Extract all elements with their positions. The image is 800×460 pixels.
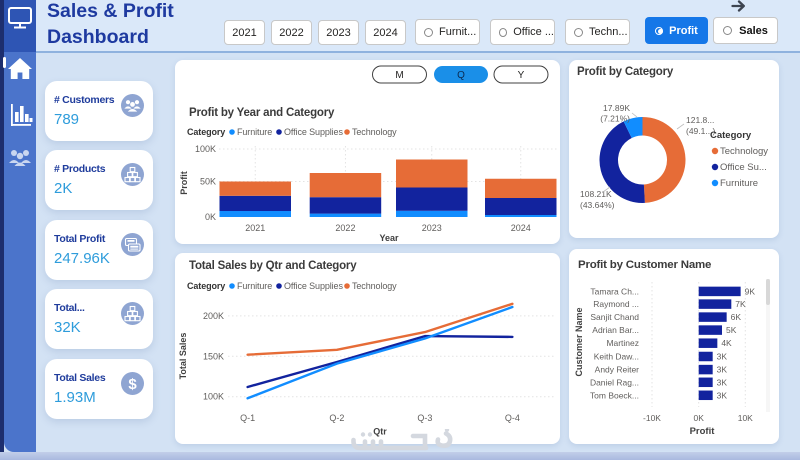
svg-text:Adrian Bar...: Adrian Bar... [592, 325, 639, 335]
svg-text:Technology: Technology [720, 146, 768, 157]
svg-text:Profit: Profit [179, 171, 189, 195]
svg-text:Sanjit Chand: Sanjit Chand [590, 312, 639, 322]
svg-text:Raymond ...: Raymond ... [593, 299, 639, 309]
svg-text:Office Supplies: Office Supplies [284, 127, 343, 137]
svg-text:Q-2: Q-2 [329, 413, 344, 423]
svg-text:Category: Category [710, 130, 752, 141]
svg-text:10K: 10K [738, 413, 753, 423]
svg-text:Tamara Ch...: Tamara Ch... [590, 287, 639, 297]
svg-text:Category: Category [187, 127, 225, 137]
svg-text:121.8...: 121.8... [686, 115, 714, 125]
svg-text:(43.64%): (43.64%) [580, 200, 615, 210]
svg-text:Andy Reiter: Andy Reiter [595, 365, 640, 375]
svg-text:Technology: Technology [352, 281, 397, 291]
svg-text:Furniture: Furniture [237, 281, 272, 291]
svg-text:M: M [395, 70, 403, 81]
svg-text:Profit by Customer Name: Profit by Customer Name [578, 259, 711, 271]
svg-text:Total Sales by Qtr and Categor: Total Sales by Qtr and Category [189, 260, 357, 272]
svg-text:-10K: -10K [643, 413, 661, 423]
svg-text:Profit: Profit [690, 426, 716, 437]
svg-text:0K: 0K [205, 212, 216, 222]
svg-text:Keith Daw...: Keith Daw... [594, 352, 639, 362]
svg-text:4K: 4K [721, 338, 732, 348]
svg-text:Category: Category [187, 281, 225, 291]
svg-text:2021: 2021 [245, 223, 265, 233]
svg-text:Q-3: Q-3 [417, 413, 432, 423]
svg-text:3K: 3K [717, 365, 728, 375]
svg-text:3K: 3K [717, 378, 728, 388]
svg-text:2022: 2022 [335, 223, 355, 233]
svg-text:17.89K: 17.89K [603, 103, 630, 113]
svg-text:7K: 7K [735, 299, 746, 309]
svg-text:3K: 3K [717, 391, 728, 401]
svg-text:50K: 50K [200, 177, 216, 187]
svg-text:108.21K: 108.21K [580, 189, 612, 199]
svg-text:Profit by Category: Profit by Category [577, 66, 674, 78]
svg-text:(49.1...): (49.1...) [686, 126, 715, 136]
svg-text:(7.21%): (7.21%) [600, 113, 630, 123]
svg-text:Furniture: Furniture [720, 178, 758, 189]
svg-text:Office Supplies: Office Supplies [284, 281, 343, 291]
svg-text:200K: 200K [203, 310, 224, 320]
svg-text:Q: Q [457, 70, 465, 81]
svg-text:Q-1: Q-1 [240, 413, 255, 423]
svg-text:0K: 0K [694, 413, 705, 423]
svg-text:100K: 100K [203, 391, 224, 401]
svg-text:9K: 9K [745, 287, 756, 297]
svg-text:Qtr: Qtr [373, 426, 387, 436]
svg-text:Office Su...: Office Su... [720, 162, 767, 173]
svg-text:Martinez: Martinez [606, 338, 639, 348]
svg-text:Daniel Rag...: Daniel Rag... [590, 378, 639, 388]
svg-text:150K: 150K [203, 351, 224, 361]
svg-text:6K: 6K [731, 312, 742, 322]
svg-text:5K: 5K [726, 325, 737, 335]
svg-text:$: $ [128, 376, 137, 393]
svg-text:Customer Name: Customer Name [574, 308, 584, 377]
svg-text:Furniture: Furniture [237, 127, 272, 137]
svg-text:Technology: Technology [352, 127, 397, 137]
svg-text:Tom Boeck...: Tom Boeck... [590, 391, 639, 401]
svg-text:Q-4: Q-4 [505, 413, 520, 423]
svg-text:2024: 2024 [511, 223, 531, 233]
svg-text:3K: 3K [717, 352, 728, 362]
svg-text:Year: Year [379, 233, 399, 243]
svg-text:2023: 2023 [422, 223, 442, 233]
svg-text:Profit by Year and Category: Profit by Year and Category [189, 107, 335, 119]
svg-text:Y: Y [518, 70, 525, 81]
svg-text:Total Sales: Total Sales [178, 332, 188, 379]
svg-text:100K: 100K [195, 144, 216, 154]
